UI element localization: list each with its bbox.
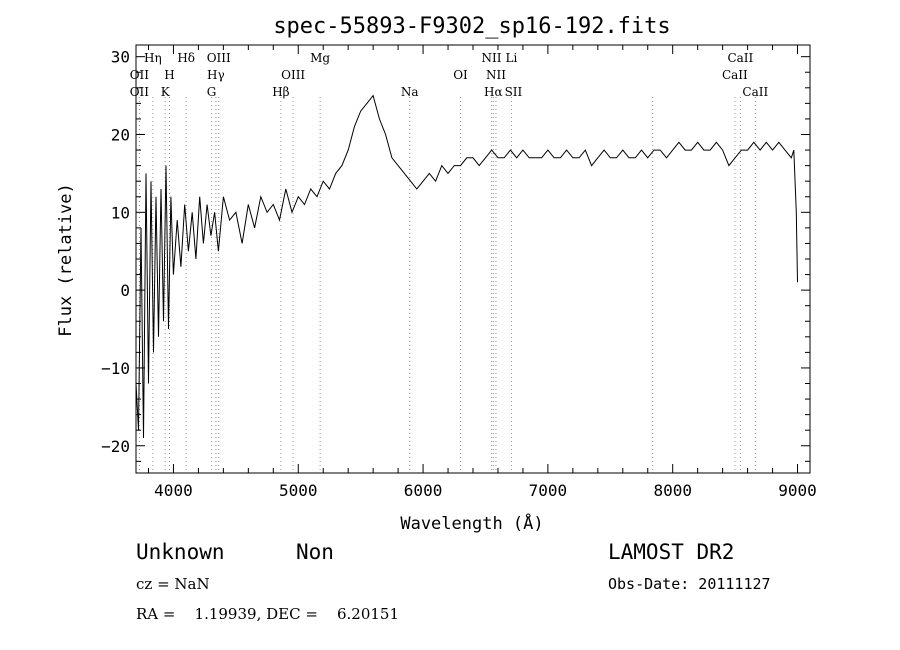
line-label: CaII — [722, 68, 748, 82]
line-label: Mg — [310, 51, 330, 65]
x-tick-label: 8000 — [653, 481, 692, 500]
x-tick-label: 5000 — [279, 481, 318, 500]
x-tick-label: 7000 — [529, 481, 568, 500]
object-class-label: Unknown — [136, 540, 225, 564]
y-tick-label: 0 — [120, 281, 130, 300]
line-label: Na — [401, 85, 419, 99]
x-axis-label: Wavelength (Å) — [400, 512, 543, 534]
axis-ticks: 4000 5000 6000 7000 8000 9000 −20 −10 0 10 20 30 — [101, 45, 817, 500]
x-tick-label: 4000 — [154, 481, 193, 500]
spectrum-line — [135, 94, 798, 439]
line-label: OI — [453, 68, 468, 82]
line-label: OII — [130, 68, 150, 82]
line-label: OIII — [207, 51, 231, 65]
line-label: CaII — [727, 51, 753, 65]
y-tick-label: −10 — [101, 359, 130, 378]
line-label: H — [164, 68, 174, 82]
redshift-label: cz = NaN — [136, 575, 210, 593]
line-label: Hβ — [272, 85, 289, 99]
line-label: NII — [486, 68, 506, 82]
y-tick-label: 20 — [111, 125, 130, 144]
y-axis-label: Flux (relative) — [56, 183, 76, 337]
line-label: Hδ — [177, 51, 195, 65]
line-label: SII — [505, 85, 523, 99]
x-tick-label: 9000 — [778, 481, 817, 500]
plot-frame — [135, 44, 811, 474]
line-label: CaII — [742, 85, 768, 99]
line-label: G — [207, 85, 217, 99]
obs-date-label: Obs-Date: 20111127 — [608, 575, 771, 593]
line-label: K — [161, 85, 171, 99]
subclass-label: Non — [296, 540, 334, 564]
x-tick-label: 6000 — [404, 481, 443, 500]
y-tick-label: 30 — [111, 48, 130, 67]
line-label: OIII — [281, 68, 305, 82]
line-label: Hγ — [207, 68, 225, 82]
coordinates-label: RA = 1.19939, DEC = 6.20151 — [136, 605, 399, 623]
y-tick-label: −20 — [101, 437, 130, 456]
survey-label: LAMOST DR2 — [608, 540, 735, 564]
line-label: NII — [481, 51, 501, 65]
line-label: Li — [506, 51, 518, 65]
line-label: Hη — [144, 51, 162, 65]
chart-title: spec-55893-F9302_sp16-192.fits — [273, 14, 670, 39]
line-label: Hα — [484, 85, 503, 99]
line-label: OII — [130, 85, 150, 99]
y-tick-label: 10 — [111, 203, 130, 222]
